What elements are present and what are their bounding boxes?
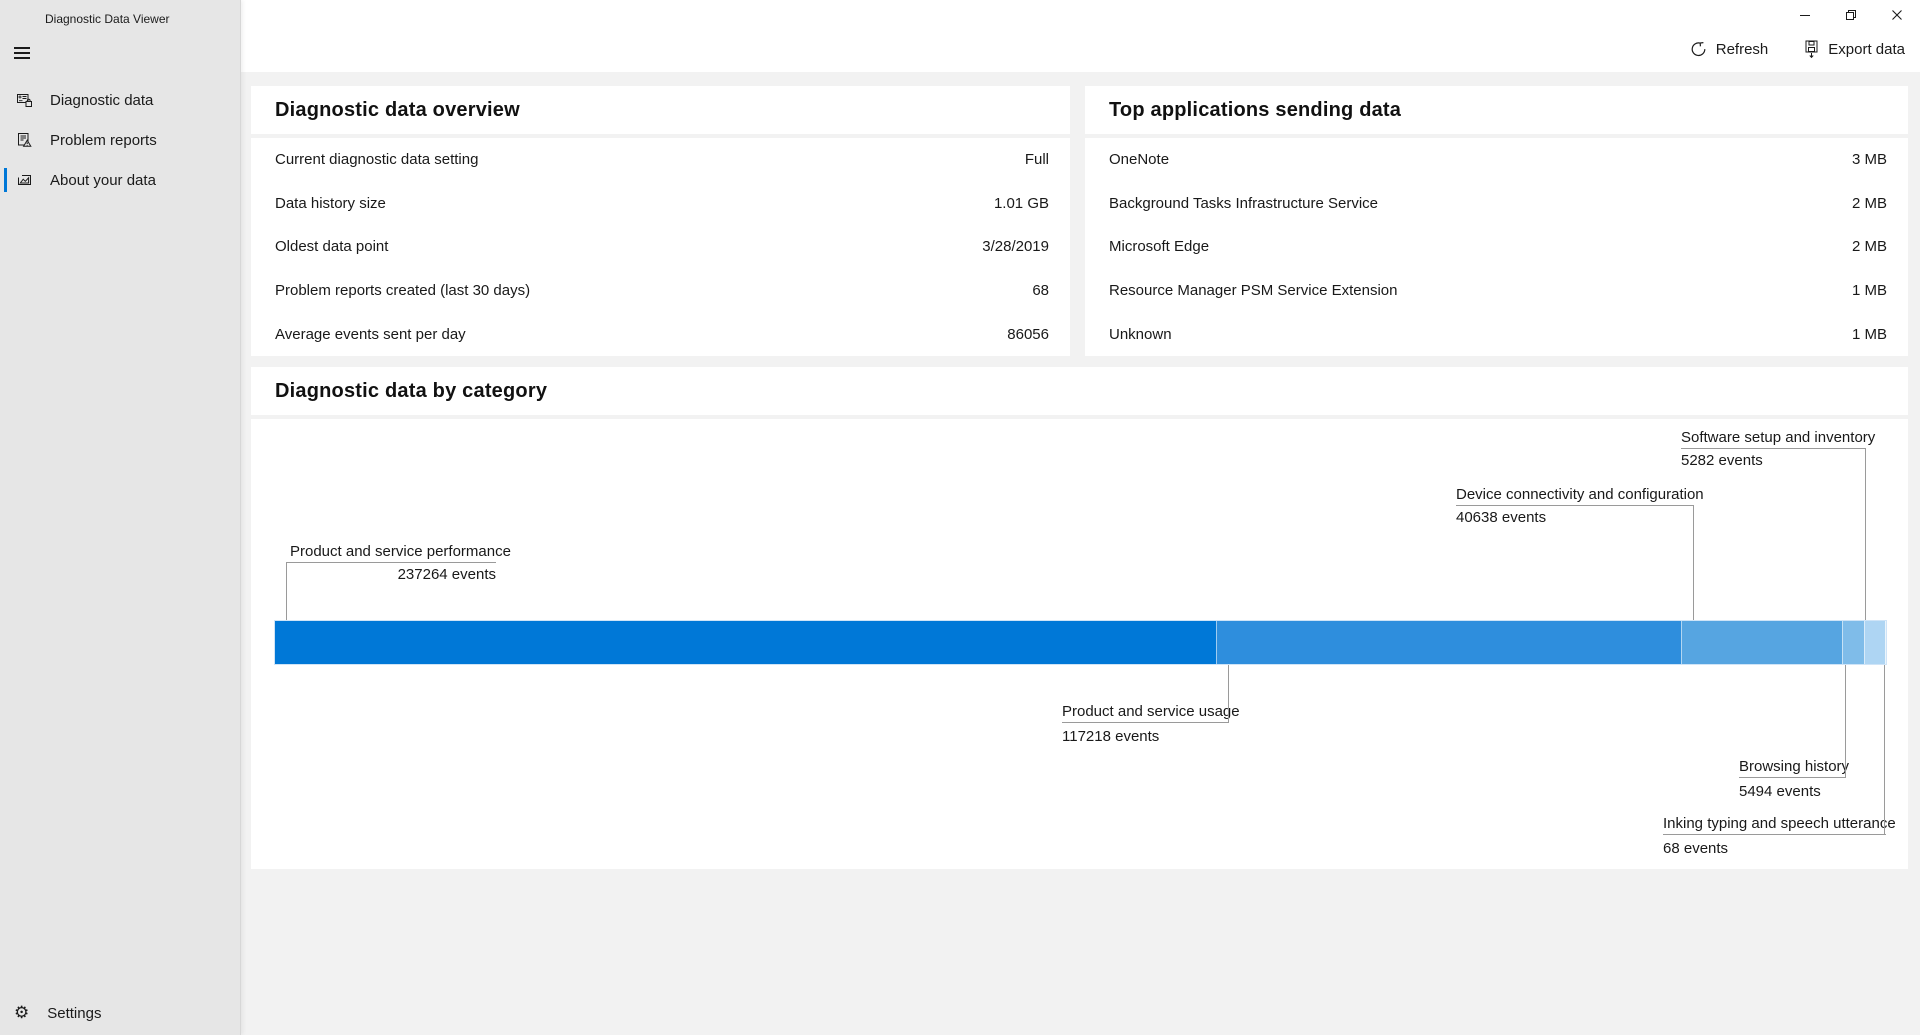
toolbar: Refresh Export data bbox=[1690, 34, 1905, 64]
bar-segment bbox=[1842, 621, 1865, 664]
about-your-data-icon bbox=[18, 175, 31, 185]
card-title: Diagnostic data by category bbox=[275, 379, 548, 402]
callout-label-product-and-service-performance: Product and service performance bbox=[286, 543, 511, 563]
problem-reports-icon bbox=[18, 133, 32, 147]
callout-label-inking-typing-and-speech-utterance: Inking typing and speech utterance bbox=[1663, 815, 1896, 835]
minimize-icon bbox=[1800, 15, 1810, 16]
close-icon bbox=[1892, 10, 1902, 20]
callout-line bbox=[1884, 665, 1885, 835]
table-row: OneNote 3 MB bbox=[1085, 138, 1908, 182]
row-value: 1.01 GB bbox=[993, 194, 1049, 212]
callout-events: 5494 events bbox=[1739, 783, 1821, 800]
category-chart: Product and service performance 237264 e… bbox=[251, 419, 1908, 869]
table-row: Microsoft Edge 2 MB bbox=[1085, 225, 1908, 269]
table-row: Unknown 1 MB bbox=[1085, 312, 1908, 356]
bar-segment bbox=[1864, 621, 1885, 664]
diagnostic-data-by-category-card: Diagnostic data by category Product and … bbox=[251, 367, 1908, 869]
table-row: Current diagnostic data setting Full bbox=[251, 138, 1070, 182]
callout-label-device-connectivity-and-configuration: Device connectivity and configuration bbox=[1456, 486, 1704, 506]
card-body: Current diagnostic data setting Full Dat… bbox=[251, 138, 1070, 356]
sidebar-item-problem-reports[interactable]: Problem reports bbox=[0, 120, 240, 160]
refresh-icon bbox=[1691, 41, 1706, 56]
sidebar-nav: Diagnostic data Problem reports About yo… bbox=[0, 80, 240, 200]
category-bar bbox=[274, 620, 1887, 665]
card-header: Diagnostic data overview bbox=[251, 86, 1070, 134]
bar-segment bbox=[275, 621, 1217, 664]
card-title: Top applications sending data bbox=[1109, 98, 1402, 121]
row-label: Problem reports created (last 30 days) bbox=[275, 282, 531, 300]
callout-line bbox=[1228, 665, 1229, 723]
card-header: Diagnostic data by category bbox=[251, 367, 1908, 415]
row-label: Oldest data point bbox=[275, 238, 389, 256]
gear-icon: ⚙ bbox=[14, 1002, 30, 1023]
row-value: 68 bbox=[1032, 282, 1049, 300]
bar-segment bbox=[1216, 621, 1682, 664]
row-value: 86056 bbox=[1007, 325, 1049, 343]
close-button[interactable] bbox=[1874, 0, 1920, 30]
export-data-icon bbox=[1805, 40, 1818, 58]
sidebar-item-about-your-data[interactable]: About your data bbox=[0, 160, 240, 200]
row-label: Average events sent per day bbox=[275, 325, 466, 343]
callout-label-browsing-history: Browsing history bbox=[1739, 758, 1849, 778]
title-toolbar-area: Refresh Export data bbox=[241, 0, 1920, 72]
callout-line bbox=[286, 563, 287, 620]
restore-button[interactable] bbox=[1828, 0, 1874, 30]
refresh-label: Refresh bbox=[1715, 40, 1769, 58]
callout-events: 68 events bbox=[1663, 840, 1729, 857]
export-data-button[interactable]: Export data bbox=[1804, 40, 1905, 59]
hamburger-menu-button[interactable] bbox=[11, 43, 33, 61]
table-row: Data history size 1.01 GB bbox=[251, 182, 1070, 226]
row-label: OneNote bbox=[1109, 151, 1170, 169]
app-title: Diagnostic Data Viewer bbox=[45, 12, 170, 26]
row-label: Data history size bbox=[275, 194, 386, 212]
callout-events: 237264 events bbox=[397, 566, 496, 583]
callout-label-software-setup-and-inventory: Software setup and inventory bbox=[1681, 429, 1875, 449]
row-label: Current diagnostic data setting bbox=[275, 151, 479, 169]
callout-events: 40638 events bbox=[1456, 509, 1547, 526]
sidebar-item-settings[interactable]: ⚙ Settings bbox=[0, 993, 240, 1033]
minimize-button[interactable] bbox=[1782, 0, 1828, 30]
export-data-label: Export data bbox=[1828, 40, 1905, 58]
card-title: Diagnostic data overview bbox=[275, 98, 520, 121]
restore-icon bbox=[1846, 10, 1856, 20]
settings-label: Settings bbox=[47, 1004, 102, 1022]
callout-line bbox=[1693, 506, 1694, 620]
bar-segment bbox=[1681, 621, 1843, 664]
table-row: Oldest data point 3/28/2019 bbox=[251, 225, 1070, 269]
table-row: Average events sent per day 86056 bbox=[251, 312, 1070, 356]
row-value: 2 MB bbox=[1851, 194, 1887, 212]
row-value: 3 MB bbox=[1851, 151, 1887, 169]
row-value: 1 MB bbox=[1851, 325, 1887, 343]
table-row: Background Tasks Infrastructure Service … bbox=[1085, 182, 1908, 226]
bar-segment bbox=[1884, 621, 1886, 664]
callout-events: 117218 events bbox=[1062, 728, 1160, 745]
row-label: Background Tasks Infrastructure Service bbox=[1109, 194, 1379, 212]
row-value: 1 MB bbox=[1851, 282, 1887, 300]
top-applications-card: Top applications sending data OneNote 3 … bbox=[1085, 86, 1908, 356]
row-label: Unknown bbox=[1109, 325, 1172, 343]
row-value: 3/28/2019 bbox=[982, 238, 1049, 256]
sidebar-item-diagnostic-data[interactable]: Diagnostic data bbox=[0, 80, 240, 120]
callout-label-product-and-service-usage: Product and service usage bbox=[1062, 703, 1240, 723]
sidebar-item-label: About your data bbox=[50, 171, 156, 189]
callout-line bbox=[1865, 449, 1866, 620]
row-label: Resource Manager PSM Service Extension bbox=[1109, 282, 1398, 300]
diagnostic-data-icon bbox=[17, 94, 32, 107]
row-label: Microsoft Edge bbox=[1109, 238, 1210, 256]
card-body: OneNote 3 MB Background Tasks Infrastruc… bbox=[1085, 138, 1908, 356]
callout-line bbox=[1845, 665, 1846, 778]
refresh-button[interactable]: Refresh bbox=[1690, 40, 1769, 58]
table-row: Resource Manager PSM Service Extension 1… bbox=[1085, 269, 1908, 313]
sidebar-item-label: Diagnostic data bbox=[50, 91, 154, 109]
row-value: Full bbox=[1024, 151, 1049, 169]
table-row: Problem reports created (last 30 days) 6… bbox=[251, 269, 1070, 313]
sidebar: Diagnostic Data Viewer Diagnostic data P… bbox=[0, 0, 241, 1035]
diagnostic-data-overview-card: Diagnostic data overview Current diagnos… bbox=[251, 86, 1070, 356]
callout-events: 5282 events bbox=[1681, 452, 1763, 469]
sidebar-item-label: Problem reports bbox=[50, 131, 157, 149]
row-value: 2 MB bbox=[1851, 238, 1887, 256]
window-controls bbox=[1782, 0, 1920, 30]
card-header: Top applications sending data bbox=[1085, 86, 1908, 134]
